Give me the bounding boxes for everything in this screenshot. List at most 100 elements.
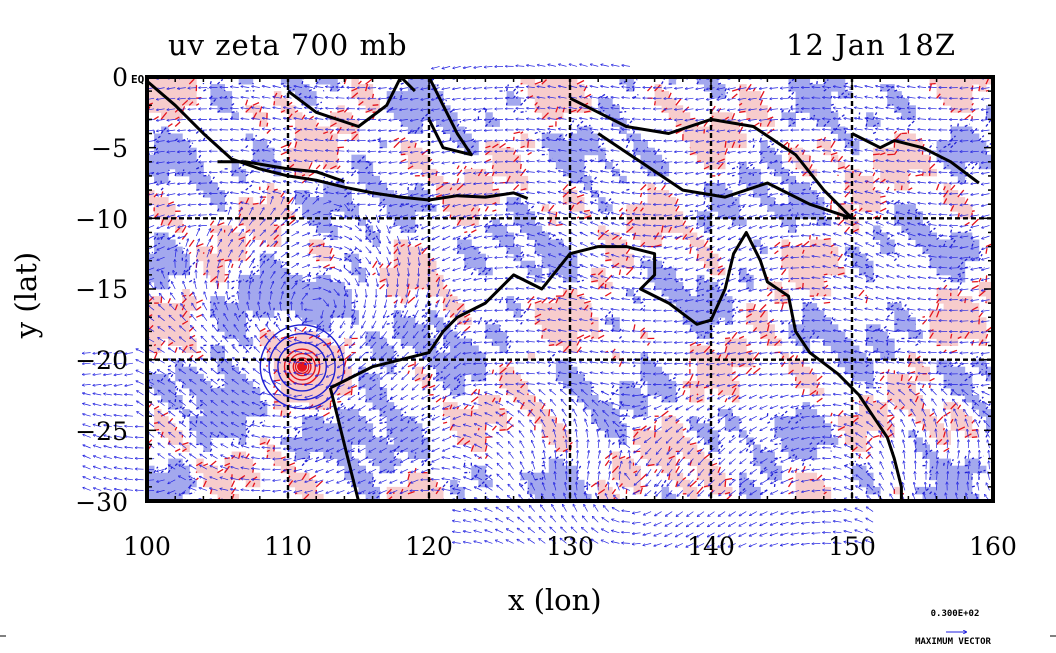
- vorticity-cell: [302, 197, 310, 205]
- vorticity-cell: [175, 154, 183, 163]
- vorticity-cell: [964, 387, 973, 396]
- vorticity-cell: [457, 218, 465, 226]
- vorticity-cell: [393, 105, 402, 113]
- vorticity-cell: [295, 84, 303, 92]
- vorticity-cell: [718, 366, 726, 375]
- vorticity-cell: [238, 246, 247, 255]
- vorticity-cell: [753, 91, 761, 99]
- vorticity-cell: [633, 465, 641, 474]
- vorticity-cell: [379, 395, 388, 403]
- vorticity-cell: [563, 366, 571, 375]
- vorticity-cell: [273, 239, 282, 247]
- vorticity-cell: [541, 331, 550, 339]
- vorticity-cell: [563, 246, 571, 255]
- vorticity-cell: [266, 218, 275, 226]
- vorticity-cell: [154, 253, 162, 262]
- vorticity-cell: [414, 119, 423, 127]
- vorticity-cell: [337, 197, 345, 205]
- vorticity-cell: [414, 246, 423, 255]
- vorticity-cell: [154, 267, 162, 276]
- vorticity-cell: [725, 416, 733, 424]
- vorticity-cell: [668, 267, 677, 276]
- vorticity-cell: [337, 451, 345, 459]
- vorticity-cell: [407, 451, 416, 459]
- vorticity-cell: [957, 253, 966, 262]
- vorticity-cell: [534, 274, 543, 283]
- vorticity-cell: [689, 352, 698, 361]
- vorticity-cell: [541, 204, 550, 212]
- vorticity-cell: [189, 479, 197, 488]
- positive-contour: [541, 335, 543, 339]
- vorticity-cell: [689, 147, 698, 156]
- vorticity-cell: [682, 232, 691, 240]
- vorticity-cell: [295, 197, 303, 205]
- vorticity-cell: [492, 225, 500, 233]
- vorticity-cell: [238, 168, 247, 177]
- vorticity-cell: [809, 479, 818, 488]
- vorticity-cell: [612, 430, 620, 438]
- vorticity-cell: [407, 253, 416, 262]
- vorticity-cell: [238, 218, 247, 226]
- vorticity-cell: [344, 126, 352, 134]
- vorticity-cell: [309, 154, 317, 163]
- vorticity-cell: [407, 77, 416, 85]
- vorticity-cell: [964, 239, 973, 247]
- vorticity-cell: [316, 380, 324, 389]
- vorticity-cell: [182, 161, 190, 170]
- vorticity-cell: [866, 373, 874, 382]
- negative-contour: [731, 174, 735, 177]
- vorticity-cell: [393, 437, 402, 445]
- vorticity-cell: [161, 317, 169, 325]
- vorticity-cell: [464, 437, 472, 445]
- vorticity-cell: [161, 105, 169, 113]
- vorticity-cell: [450, 486, 458, 495]
- vorticity-cell: [577, 310, 585, 318]
- vorticity-cell: [161, 211, 169, 219]
- vorticity-cell: [161, 168, 169, 177]
- vorticity-cell: [894, 310, 902, 318]
- vorticity-cell: [295, 479, 303, 488]
- vorticity-cell: [147, 373, 155, 382]
- vorticity-cell: [154, 310, 162, 318]
- vorticity-cell: [330, 423, 338, 431]
- vorticity-cell: [795, 91, 803, 99]
- vorticity-cell: [400, 211, 409, 219]
- vorticity-cell: [696, 289, 705, 297]
- vorticity-cell: [429, 91, 437, 99]
- vorticity-cell: [386, 98, 395, 106]
- vorticity-cell: [302, 154, 310, 163]
- vorticity-cell: [316, 373, 324, 382]
- vorticity-cell: [273, 204, 282, 212]
- vorticity-cell: [309, 380, 317, 389]
- vorticity-cell: [739, 345, 747, 353]
- vorticity-cell: [830, 267, 839, 276]
- vorticity-cell: [534, 416, 543, 424]
- vorticity-cell: [203, 387, 211, 396]
- vorticity-cell: [570, 486, 578, 495]
- vorticity-cell: [499, 232, 507, 240]
- vorticity-cell: [633, 387, 641, 396]
- vorticity-cell: [266, 274, 275, 283]
- vorticity-cell: [147, 98, 155, 106]
- vorticity-cell: [626, 479, 634, 488]
- vorticity-cell: [351, 465, 359, 474]
- vorticity-cell: [704, 260, 712, 269]
- vorticity-cell: [971, 310, 980, 318]
- vorticity-cell: [245, 479, 254, 488]
- vorticity-cell: [809, 105, 818, 113]
- vorticity-cell: [154, 373, 162, 382]
- vorticity-cell: [407, 211, 416, 219]
- vorticity-cell: [168, 437, 176, 445]
- vorticity-cell: [217, 246, 225, 255]
- vorticity-cell: [210, 472, 218, 481]
- vorticity-cell: [407, 324, 416, 332]
- positive-contour: [273, 463, 276, 466]
- vorticity-cell: [436, 486, 444, 495]
- vorticity-cell: [175, 338, 183, 346]
- vorticity-cell: [633, 479, 641, 488]
- vorticity-cell: [288, 296, 296, 304]
- vorticity-cell: [619, 402, 627, 410]
- vorticity-cell: [436, 281, 444, 290]
- vorticity-cell: [908, 402, 916, 410]
- vorticity-cell: [957, 232, 966, 240]
